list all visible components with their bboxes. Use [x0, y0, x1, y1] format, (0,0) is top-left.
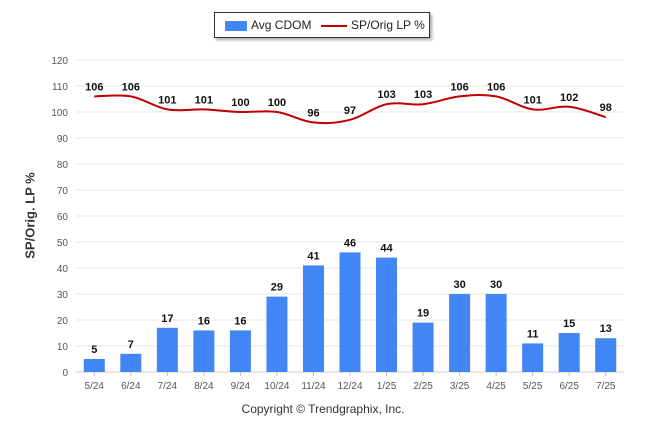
line-series [94, 93, 607, 125]
y-tick-label: 110 [52, 82, 68, 93]
bar [229, 330, 251, 372]
y-tick-label: 10 [57, 342, 69, 353]
bar-value-label: 16 [198, 315, 210, 327]
bar [558, 333, 580, 372]
line-value-label: 100 [268, 97, 286, 109]
x-tick-label: 12/24 [337, 381, 362, 392]
legend-item-bar[interactable]: Avg CDOM [225, 18, 311, 32]
x-tick-label: 5/24 [85, 381, 105, 392]
x-tick-label: 1/25 [377, 381, 397, 392]
y-tick-label: 80 [57, 160, 69, 171]
legend-label-line: SP/Orig LP % [351, 18, 425, 32]
line-value-label: 103 [377, 89, 395, 101]
line-value-label: 98 [600, 102, 612, 114]
y-tick-label: 20 [57, 316, 69, 327]
y-tick-label: 30 [57, 290, 69, 301]
line-data-labels: 106 106 101 101 100 100 96 97 103 103 106 106 101 102… [85, 81, 612, 119]
y-tick-label: 70 [57, 186, 69, 197]
bar-value-label: 44 [380, 243, 393, 255]
x-tick-label: 9/24 [231, 381, 251, 392]
bar [302, 265, 324, 372]
line-value-label: 106 [122, 81, 140, 93]
y-tick-label: 0 [62, 368, 68, 379]
y-tick-label: 50 [57, 238, 69, 249]
line-value-label: 97 [344, 105, 356, 117]
line-value-label: 106 [450, 81, 468, 93]
x-tick-label: 6/25 [559, 381, 579, 392]
copyright-text: Copyright © Trendgraphix, Inc. [241, 402, 405, 416]
bar [485, 294, 507, 372]
bar-data-labels: 5 7 17 16 16 29 41 46 44 19 30 30 11 15 13 [91, 237, 612, 356]
bar [339, 252, 361, 372]
x-axis-ticks: 5/24 6/24 7/24 8/24 9/24 10/24 11/24 12/24 1/25 2… [85, 372, 616, 392]
bar-value-label: 7 [128, 339, 134, 351]
bar-value-label: 30 [453, 279, 465, 291]
legend: Avg CDOM SP/Orig LP % [214, 12, 430, 38]
x-tick-label: 7/24 [158, 381, 178, 392]
x-tick-label: 6/24 [121, 381, 141, 392]
bar-value-label: 15 [563, 318, 575, 330]
x-tick-label: 10/24 [264, 381, 289, 392]
bar-value-label: 13 [600, 323, 612, 335]
line-value-label: 96 [307, 107, 319, 119]
bar-value-label: 19 [417, 308, 429, 320]
legend-swatch-bar [225, 20, 247, 31]
line-value-label: 106 [85, 81, 103, 93]
line-value-label: 101 [195, 94, 213, 106]
x-tick-label: 5/25 [523, 381, 543, 392]
bar [120, 353, 142, 372]
line-value-label: 103 [414, 89, 432, 101]
y-axis-ticks: 0 10 20 30 40 50 60 70 80 90 100 110 120 [51, 56, 68, 379]
bar [156, 327, 178, 372]
line-value-label: 101 [523, 94, 541, 106]
legend-swatch-line [321, 24, 347, 27]
bar [376, 257, 398, 372]
bar-value-label: 29 [271, 282, 283, 294]
bar [266, 296, 288, 372]
bar-value-label: 5 [91, 344, 97, 356]
legend-label-bar: Avg CDOM [251, 18, 312, 32]
bar-value-label: 17 [161, 313, 173, 325]
y-tick-label: 60 [57, 212, 69, 223]
bar-value-label: 11 [527, 328, 539, 340]
line-value-label: 102 [560, 92, 578, 104]
line-value-label: 106 [487, 81, 505, 93]
legend-item-line[interactable]: SP/Orig LP % [321, 18, 425, 32]
line-value-label: 101 [158, 94, 176, 106]
y-axis-label: SP/Orig. LP % [22, 172, 38, 259]
bar-value-label: 30 [490, 279, 502, 291]
x-tick-label: 4/25 [486, 381, 506, 392]
y-tick-label: 100 [51, 108, 68, 119]
y-tick-label: 120 [51, 56, 68, 67]
y-tick-label: 90 [57, 134, 69, 145]
x-tick-label: 3/25 [450, 381, 470, 392]
bar [412, 322, 434, 372]
bar [449, 294, 471, 372]
bar [193, 330, 215, 372]
x-tick-label: 11/24 [301, 381, 326, 392]
bar-value-label: 41 [307, 250, 319, 262]
bar [522, 343, 544, 372]
bar-value-label: 46 [344, 237, 356, 249]
bar [83, 359, 105, 372]
x-tick-label: 8/24 [194, 381, 214, 392]
line-value-label: 100 [231, 97, 249, 109]
x-tick-label: 7/25 [596, 381, 616, 392]
bar-series [83, 252, 617, 372]
x-tick-label: 2/25 [413, 381, 433, 392]
bar-value-label: 16 [234, 315, 246, 327]
bar [595, 338, 617, 372]
y-tick-label: 40 [57, 264, 69, 275]
